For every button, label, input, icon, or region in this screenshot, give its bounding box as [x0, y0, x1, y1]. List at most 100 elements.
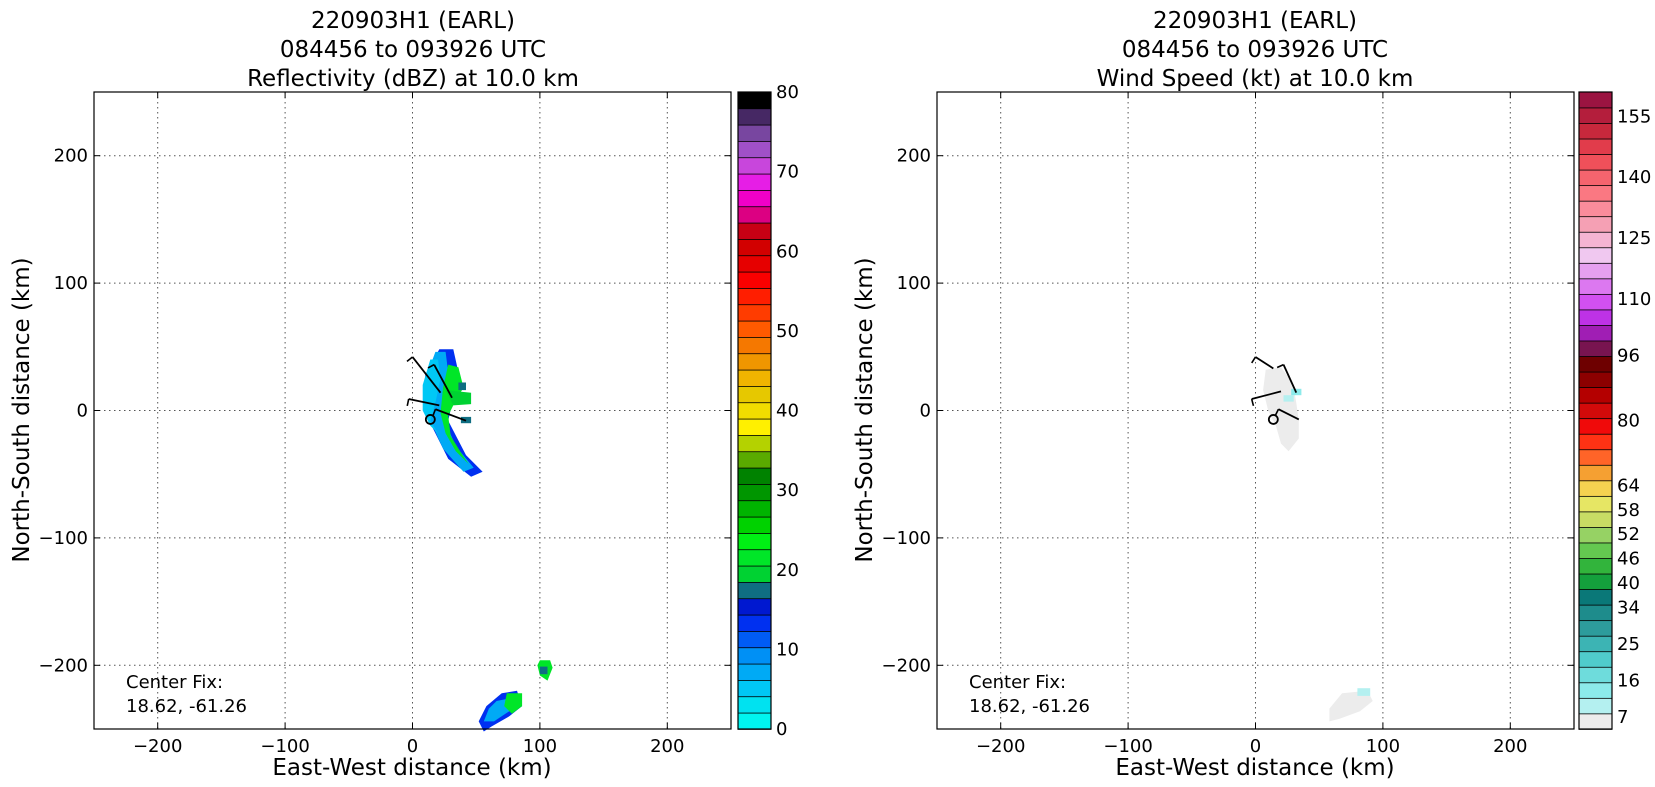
x-tick-label: −200	[976, 736, 1025, 757]
wind-speed-panel: 220903H1 (EARL) 084456 to 093926 UTC Win…	[852, 8, 1651, 781]
center-fix-value: 18.62, -61.26	[969, 696, 1090, 717]
colorbar-segment	[1578, 122, 1613, 140]
colorbar-tick-label: 58	[1617, 500, 1640, 521]
chart-title-line-3: Wind Speed (kt) at 10.0 km	[1097, 66, 1414, 92]
colorbar-segment	[1578, 433, 1613, 451]
data-region	[1263, 367, 1299, 452]
colorbar-segment	[1578, 324, 1613, 342]
colorbar-segment	[1578, 371, 1613, 388]
colorbar-segment	[1578, 573, 1613, 590]
storm-center-marker	[424, 414, 436, 425]
colorbar-tick-label: 0	[776, 719, 787, 740]
colorbar-segment	[737, 320, 772, 338]
center-fix-value: 18.62, -61.26	[126, 696, 247, 717]
colorbar-segment	[1578, 464, 1613, 482]
colorbar-segment	[1578, 293, 1613, 311]
colorbar-segment	[1578, 511, 1613, 528]
wind-barb-flag	[432, 408, 437, 417]
colorbar-tick-label: 125	[1617, 228, 1651, 249]
colorbar-segment	[1578, 448, 1613, 466]
colorbar-segment	[737, 581, 772, 600]
colorbar-frame	[737, 91, 772, 730]
colorbar-tick-label: 52	[1617, 524, 1640, 545]
colorbar-tick-label: 20	[776, 560, 799, 581]
colorbar-segment	[737, 565, 772, 583]
storm-center-marker	[1267, 414, 1279, 425]
axis-ticks: −200 −100 0 100 200 −200 −100 0 100 200	[39, 92, 731, 757]
colorbar-segment	[1578, 666, 1613, 684]
data-region	[539, 666, 548, 675]
wind-barb-shaft	[408, 398, 440, 407]
colorbar-tick-label: 80	[776, 82, 799, 103]
wind-barb-flag	[406, 356, 413, 362]
colorbar-segment	[1578, 107, 1613, 124]
x-tick-label: 200	[650, 736, 684, 757]
colorbar-segment	[737, 499, 772, 518]
wind-barb-flag	[427, 363, 435, 369]
colorbar-segment	[737, 418, 772, 436]
colorbar-segment	[1578, 200, 1613, 218]
x-tick-label: −100	[1103, 736, 1152, 757]
plot-area: −200 −100 0 100 200 −200 −100 0 100 200	[882, 91, 1575, 757]
data-region	[458, 382, 466, 391]
colorbar-segment	[737, 483, 772, 502]
x-tick-label: 0	[1250, 736, 1261, 757]
colorbar-tick-label: 50	[776, 321, 799, 342]
colorbar-segment	[1578, 355, 1613, 373]
wind-barb-flag	[1251, 356, 1257, 364]
data-region	[1357, 688, 1371, 696]
colorbar-tick-label: 60	[776, 241, 799, 262]
data-region	[504, 693, 523, 714]
colorbar-segment	[737, 663, 772, 681]
colorbar-tick-label: 30	[776, 480, 799, 501]
colorbar-segment	[1578, 713, 1613, 730]
colorbar-segment	[1578, 215, 1613, 233]
data-region	[1329, 690, 1373, 722]
colorbar-segment	[1578, 635, 1613, 653]
colorbar-tick-label: 16	[1617, 670, 1640, 691]
y-axis-label: North-South distance (km)	[852, 257, 878, 562]
wind-barb-shaft	[1251, 390, 1282, 400]
colorbar-segment	[1578, 231, 1613, 249]
colorbar-segment	[737, 450, 772, 469]
y-tick-label: −100	[882, 528, 931, 549]
plot-area: −200 −100 0 100 200 −200 −100 0 100 200	[39, 91, 732, 757]
colorbar-segment	[1578, 697, 1613, 715]
colorbar-segment	[737, 385, 772, 404]
colorbar-segment	[737, 597, 772, 616]
reflectivity-panel: 220903H1 (EARL) 084456 to 093926 UTC Ref…	[9, 8, 799, 781]
x-tick-label: 100	[1366, 736, 1400, 757]
colorbar-tick-label: 64	[1617, 476, 1640, 497]
wind-barb-shaft	[1282, 364, 1298, 394]
grid-lines	[94, 92, 731, 729]
x-tick-label: 200	[1493, 736, 1527, 757]
axis-ticks: −200 −100 0 100 200 −200 −100 0 100 200	[882, 92, 1574, 757]
colorbar-segment	[737, 107, 772, 126]
colorbar-tick-label: 10	[776, 639, 799, 660]
colorbar-tick-label: 80	[1617, 411, 1640, 432]
colorbar-segment	[1578, 650, 1613, 668]
colorbar-segment	[1578, 153, 1613, 171]
wind-barb-flag	[1274, 408, 1280, 416]
colorbar-segment	[737, 614, 772, 632]
colorbar-tick-label: 140	[1617, 167, 1651, 188]
grid-lines	[937, 92, 1574, 729]
y-tick-label: −100	[39, 528, 88, 549]
colorbar: 7 16 25 34 40 46 52 58 64 80 96 110 125 140 155	[1578, 91, 1651, 730]
colorbar-segment	[737, 287, 772, 306]
colorbar-segment	[1578, 526, 1613, 544]
colorbar-segment	[1578, 588, 1613, 606]
colorbar-segment	[1578, 278, 1613, 295]
chart-title-line-3: Reflectivity (dBZ) at 10.0 km	[247, 66, 579, 92]
wind-barb-shaft	[1255, 356, 1274, 370]
colorbar-segment	[737, 91, 772, 110]
colorbar-segment	[1578, 386, 1613, 404]
colorbar-segment	[1578, 604, 1613, 622]
y-tick-label: 0	[77, 401, 88, 422]
wind-barbs	[406, 356, 467, 422]
colorbar-segment	[737, 516, 772, 534]
reflectivity-field	[422, 349, 553, 732]
wind-barb-flag	[1276, 363, 1284, 369]
y-tick-label: 0	[920, 401, 931, 422]
